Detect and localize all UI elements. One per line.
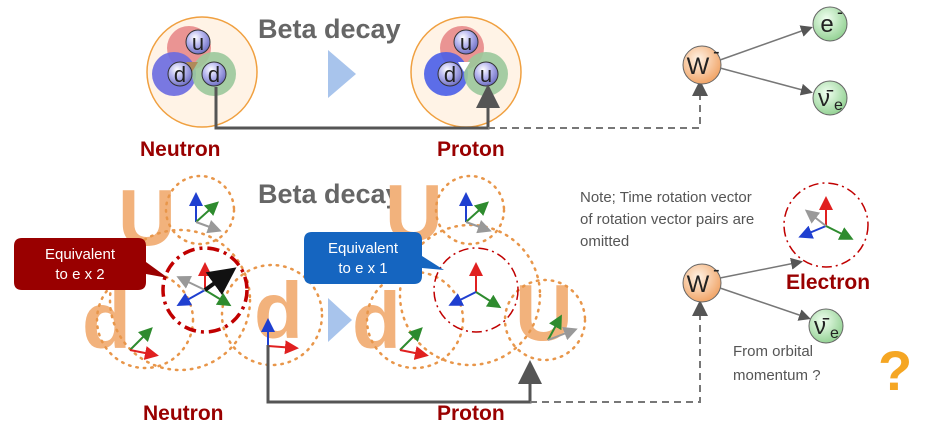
top-electron-symbol: e bbox=[820, 11, 833, 38]
bottom-transition-arrow bbox=[328, 298, 352, 342]
top-neutron-quark-1: u bbox=[192, 30, 204, 55]
top-antineutrino-arrow bbox=[719, 67, 813, 96]
top-proton-quark-2: d bbox=[444, 62, 456, 87]
top-proton-quark-3: u bbox=[480, 62, 492, 87]
bottom-antineutrino: ν̄ e bbox=[808, 308, 844, 344]
top-title: Beta decay bbox=[258, 14, 401, 44]
bottom-transition-line bbox=[266, 345, 542, 404]
top-w-boson: W - bbox=[682, 41, 722, 85]
top-w-symbol: W bbox=[687, 53, 710, 80]
bottom-electron-arrow bbox=[719, 257, 803, 279]
bottom-antineutrino-sub: e bbox=[830, 325, 839, 342]
note-line-2: of rotation vector pairs are bbox=[580, 211, 754, 228]
note-line-1: Note; Time rotation vector bbox=[580, 189, 752, 206]
callout-red-line-1: Equivalent bbox=[45, 246, 116, 263]
top-transition-arrow bbox=[328, 50, 356, 98]
bottom-title: Beta decay bbox=[258, 179, 401, 209]
top-proton-quark-1: u bbox=[460, 30, 472, 55]
callout-blue-line-2: to e x 1 bbox=[338, 260, 387, 277]
bottom-electron-circle bbox=[783, 182, 869, 268]
bottom-electron-label: Electron bbox=[786, 271, 870, 294]
bottom-orbits bbox=[95, 174, 587, 372]
top-proton-label: Proton bbox=[437, 138, 505, 161]
callout-blue-line-1: Equivalent bbox=[328, 240, 399, 257]
bottom-w-charge: - bbox=[713, 259, 720, 281]
top-electron-arrow bbox=[719, 25, 813, 61]
bottom-proton-label: Proton bbox=[437, 402, 505, 425]
bottom-antineutrino-arrow bbox=[719, 287, 811, 321]
top-w-charge: - bbox=[713, 41, 720, 63]
orbital-note-line-1: From orbital bbox=[733, 343, 813, 360]
bottom-w-emission-line bbox=[530, 300, 708, 403]
bottom-w-symbol: W bbox=[687, 271, 710, 298]
bottom-w-boson: W - bbox=[682, 259, 722, 303]
callout-equivalent-e2: Equivalent to e x 2 bbox=[14, 238, 168, 290]
top-transition-line bbox=[214, 84, 500, 130]
top-electron: e - bbox=[812, 2, 848, 42]
top-electron-charge: - bbox=[837, 2, 843, 22]
top-w-emission-line bbox=[488, 80, 708, 129]
top-neutron-quark-2: d bbox=[174, 62, 186, 87]
orbital-note-line-2: momentum ? bbox=[733, 367, 821, 384]
top-proton: u d u bbox=[410, 16, 522, 128]
callout-red-line-2: to e x 2 bbox=[55, 266, 104, 283]
bottom-neutron-label: Neutron bbox=[143, 402, 224, 425]
bottom-proton-letter-2: d bbox=[352, 276, 401, 365]
callout-equivalent-e1: Equivalent to e x 1 bbox=[304, 232, 444, 284]
top-neutron: u d d bbox=[146, 16, 258, 128]
bottom-proton-letter-3: U bbox=[515, 268, 573, 357]
top-neutron-quark-3: d bbox=[208, 62, 220, 87]
bottom-neutron-letter-3: d bbox=[254, 266, 303, 355]
bottom-neutron-electron-circle bbox=[161, 246, 249, 334]
top-neutron-label: Neutron bbox=[140, 138, 221, 161]
top-antineutrino: ν̄ e bbox=[812, 80, 848, 116]
note-line-3: omitted bbox=[580, 233, 629, 250]
question-mark: ? bbox=[878, 339, 912, 402]
top-antineutrino-sub: e bbox=[834, 97, 843, 114]
bottom-proton-electron-circle bbox=[433, 247, 519, 333]
rotation-vectors bbox=[129, 192, 854, 360]
